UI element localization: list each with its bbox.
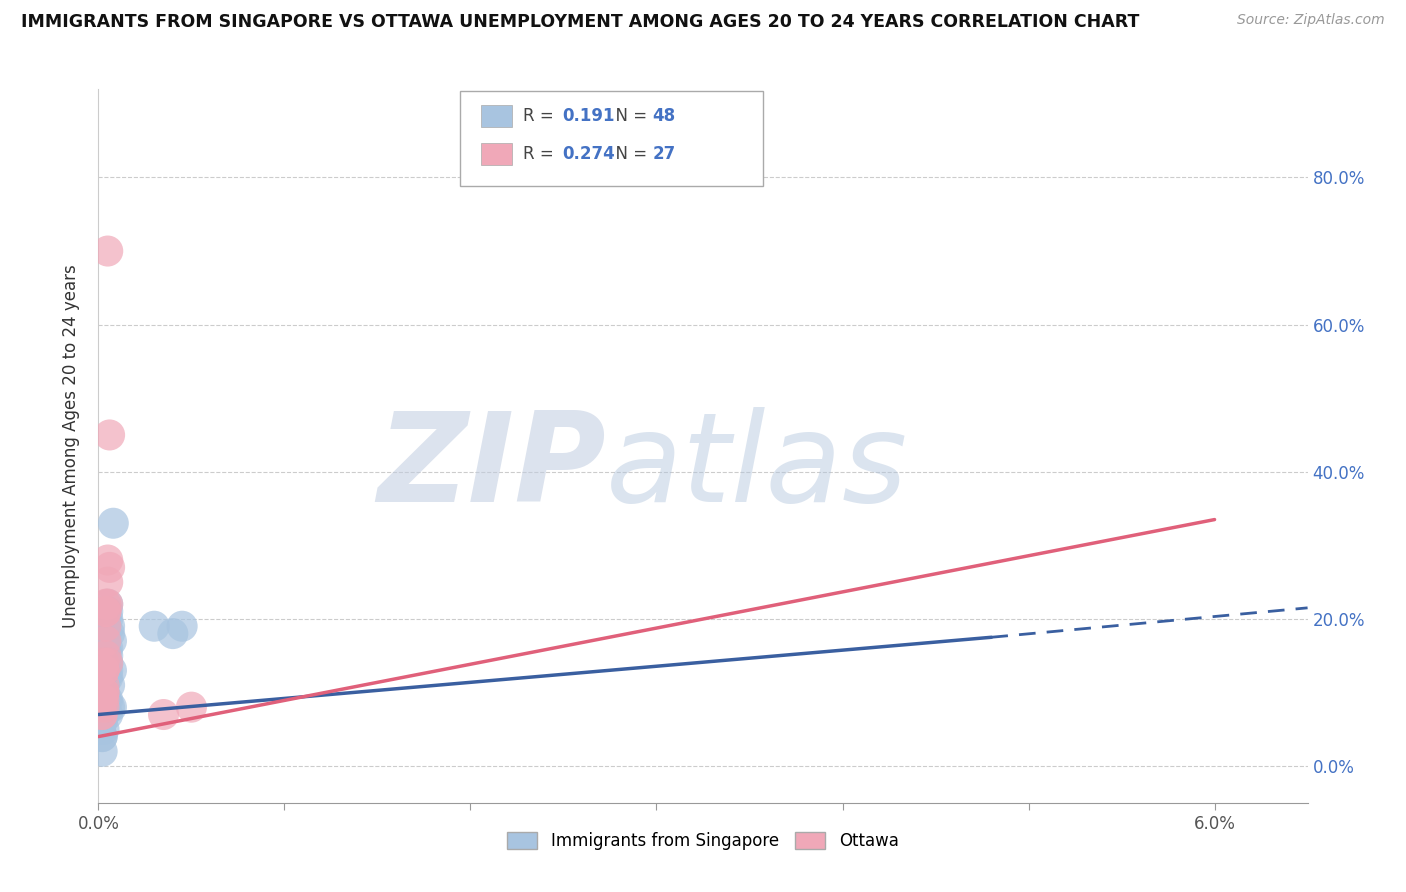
Text: R =: R =	[523, 145, 560, 163]
Point	[94, 619, 117, 633]
Point	[180, 700, 202, 714]
Point	[97, 648, 120, 663]
Point	[94, 693, 117, 707]
Text: R =: R =	[523, 107, 560, 125]
Point	[91, 730, 114, 744]
Point	[100, 634, 122, 648]
Point	[93, 678, 115, 692]
Point	[98, 678, 121, 692]
Point	[93, 664, 115, 678]
Point	[91, 744, 114, 758]
Point	[93, 678, 115, 692]
Text: IMMIGRANTS FROM SINGAPORE VS OTTAWA UNEMPLOYMENT AMONG AGES 20 TO 24 YEARS CORRE: IMMIGRANTS FROM SINGAPORE VS OTTAWA UNEM…	[21, 13, 1139, 31]
Point	[94, 612, 117, 626]
Point	[91, 707, 114, 722]
Point	[97, 612, 120, 626]
Point	[94, 605, 117, 619]
Legend: Immigrants from Singapore, Ottawa: Immigrants from Singapore, Ottawa	[499, 824, 907, 859]
Point	[91, 671, 114, 685]
Point	[89, 723, 111, 737]
Point	[93, 685, 115, 699]
Point	[94, 605, 117, 619]
Point	[91, 693, 114, 707]
Point	[93, 656, 115, 670]
Point	[91, 714, 114, 729]
Point	[97, 597, 120, 611]
Point	[143, 619, 166, 633]
Point	[97, 656, 120, 670]
Point	[94, 634, 117, 648]
Point	[93, 693, 115, 707]
Text: N =: N =	[605, 145, 652, 163]
Point	[97, 656, 120, 670]
Point	[97, 597, 120, 611]
Point	[97, 553, 120, 567]
Point	[97, 664, 120, 678]
Point	[93, 723, 115, 737]
Text: 0.191: 0.191	[562, 107, 614, 125]
Point	[97, 707, 120, 722]
Point	[93, 685, 115, 699]
Point	[91, 707, 114, 722]
Point	[98, 560, 121, 574]
Point	[97, 575, 120, 590]
Point	[152, 707, 174, 722]
Point	[91, 707, 114, 722]
Point	[93, 678, 115, 692]
Point	[94, 656, 117, 670]
Point	[91, 693, 114, 707]
Point	[93, 664, 115, 678]
Point	[94, 648, 117, 663]
Point	[98, 428, 121, 442]
Point	[98, 626, 121, 640]
Point	[100, 664, 122, 678]
Text: ZIP: ZIP	[378, 407, 606, 528]
Point	[100, 700, 122, 714]
Text: N =: N =	[605, 107, 652, 125]
Y-axis label: Unemployment Among Ages 20 to 24 years: Unemployment Among Ages 20 to 24 years	[62, 264, 80, 628]
Point	[98, 619, 121, 633]
Point	[97, 693, 120, 707]
Point	[94, 671, 117, 685]
Text: 48: 48	[652, 107, 675, 125]
Point	[93, 700, 115, 714]
Point	[93, 700, 115, 714]
Text: 27: 27	[652, 145, 676, 163]
Point	[94, 641, 117, 656]
Point	[91, 648, 114, 663]
Point	[93, 664, 115, 678]
Point	[93, 707, 115, 722]
Point	[91, 730, 114, 744]
Point	[93, 685, 115, 699]
Point	[93, 693, 115, 707]
Point	[97, 641, 120, 656]
Point	[94, 671, 117, 685]
Point	[98, 700, 121, 714]
Point	[94, 597, 117, 611]
Text: Source: ZipAtlas.com: Source: ZipAtlas.com	[1237, 13, 1385, 28]
Point	[97, 244, 120, 258]
Text: 0.274: 0.274	[562, 145, 616, 163]
Point	[103, 516, 125, 531]
Point	[172, 619, 194, 633]
Point	[93, 685, 115, 699]
Point	[93, 678, 115, 692]
Point	[162, 626, 184, 640]
Point	[97, 605, 120, 619]
Point	[91, 707, 114, 722]
Point	[94, 693, 117, 707]
Text: atlas: atlas	[606, 407, 908, 528]
Point	[97, 671, 120, 685]
Point	[93, 693, 115, 707]
